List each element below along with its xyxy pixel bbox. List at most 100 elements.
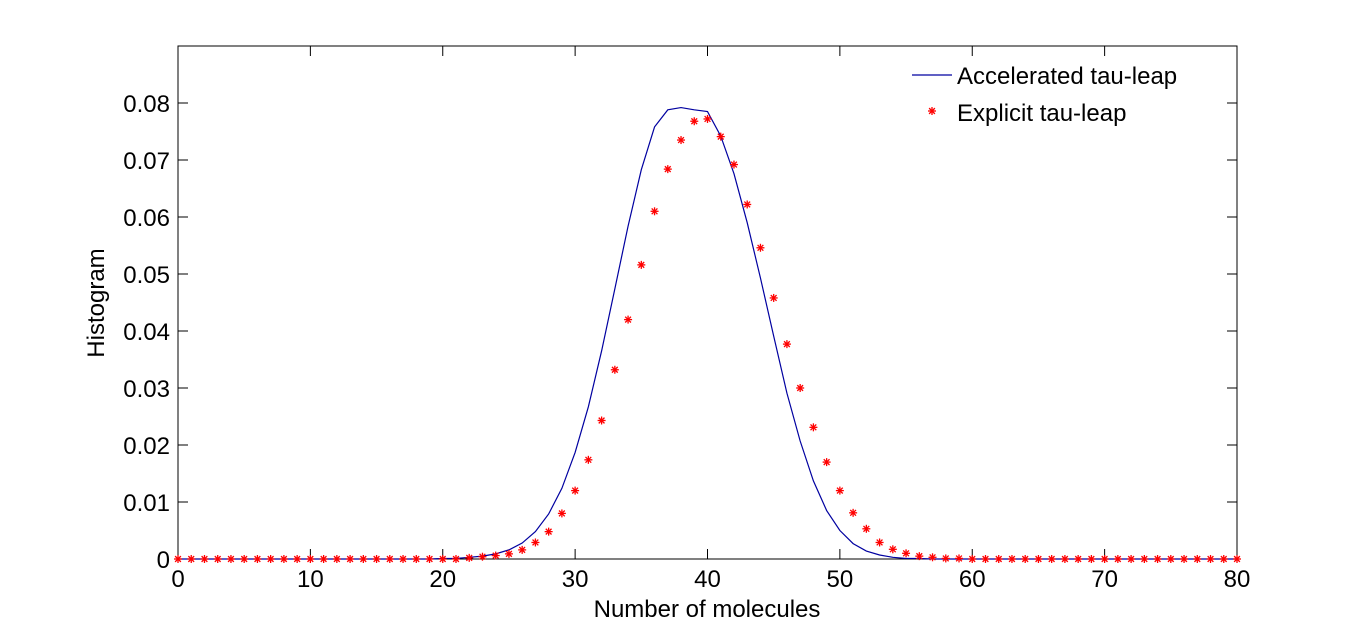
legend-label-explicit: Explicit tau-leap xyxy=(957,100,1126,127)
y-tick-label: 0 xyxy=(157,547,170,574)
data-point-explicit xyxy=(306,555,315,563)
data-point-explicit xyxy=(849,508,858,517)
data-point-explicit xyxy=(822,458,831,467)
data-point-explicit xyxy=(650,207,659,216)
y-axis: 0 0.01 0.02 0.03 0.04 0.05 0.06 0.07 0.08 xyxy=(123,91,1237,574)
data-point-explicit xyxy=(796,384,805,392)
data-point-explicit xyxy=(1113,555,1122,563)
data-point-explicit xyxy=(279,555,288,563)
data-point-explicit xyxy=(491,551,500,560)
data-point-explicit xyxy=(1034,555,1043,563)
data-point-explicit xyxy=(743,200,752,209)
data-point-explicit xyxy=(1166,555,1175,563)
data-point-explicit xyxy=(782,340,791,349)
data-point-explicit xyxy=(346,555,355,563)
x-tick-label: 40 xyxy=(694,566,721,593)
data-point-explicit xyxy=(412,555,421,563)
x-tick-label: 60 xyxy=(959,566,986,593)
x-axis-label: Number of molecules xyxy=(594,596,821,623)
series-line-accelerated xyxy=(178,106,1237,560)
data-point-explicit xyxy=(438,555,447,563)
data-point-explicit xyxy=(213,555,222,563)
data-point-explicit xyxy=(902,549,911,558)
data-point-explicit xyxy=(266,555,275,563)
data-point-explicit xyxy=(571,486,580,495)
data-point-explicit xyxy=(1140,555,1149,563)
data-point-explicit xyxy=(690,117,699,126)
data-point-explicit xyxy=(1206,555,1215,563)
data-point-explicit xyxy=(729,160,738,169)
legend-star-marker xyxy=(928,107,936,115)
plot-area xyxy=(177,45,1238,560)
data-point-explicit xyxy=(1233,555,1241,563)
y-tick-label: 0.02 xyxy=(123,433,170,460)
data-point-explicit xyxy=(1193,555,1202,563)
data-point-explicit xyxy=(557,509,566,518)
data-point-explicit xyxy=(1060,555,1069,563)
data-point-explicit xyxy=(319,555,328,563)
data-point-explicit xyxy=(769,293,778,302)
data-point-explicit xyxy=(888,545,897,554)
x-axis: 0 10 20 30 40 50 60 70 80 xyxy=(171,46,1250,593)
x-tick-label: 50 xyxy=(827,566,854,593)
y-tick-label: 0.06 xyxy=(123,205,170,232)
data-point-explicit xyxy=(504,549,513,558)
data-point-explicit xyxy=(1180,555,1189,563)
data-point-explicit xyxy=(994,555,1003,563)
data-point-explicit xyxy=(584,455,593,464)
data-point-explicit xyxy=(716,132,725,141)
data-point-explicit xyxy=(981,555,990,563)
data-point-explicit xyxy=(1007,555,1016,563)
data-point-explicit xyxy=(465,553,474,562)
data-point-explicit xyxy=(915,552,924,561)
data-point-explicit xyxy=(1219,555,1228,563)
data-point-explicit xyxy=(835,486,844,495)
data-point-explicit xyxy=(425,555,434,563)
data-point-explicit xyxy=(862,524,871,533)
data-point-explicit xyxy=(928,553,937,562)
data-point-explicit xyxy=(941,554,950,563)
data-point-explicit xyxy=(663,165,672,174)
data-point-explicit xyxy=(200,555,209,563)
data-point-explicit xyxy=(756,243,765,252)
legend: Accelerated tau-leap Explicit tau-leap xyxy=(912,63,1177,127)
data-point-explicit xyxy=(1127,555,1136,563)
x-tick-label: 10 xyxy=(297,566,324,593)
x-tick-label: 30 xyxy=(562,566,589,593)
y-tick-label: 0.03 xyxy=(123,376,170,403)
y-tick-label: 0.05 xyxy=(123,262,170,289)
data-point-explicit xyxy=(1153,555,1162,563)
data-point-explicit xyxy=(518,545,527,554)
y-axis-label: Histogram xyxy=(83,248,110,357)
data-point-explicit xyxy=(385,555,394,563)
data-point-explicit xyxy=(677,136,686,145)
data-point-explicit xyxy=(875,538,884,547)
data-point-explicit xyxy=(1087,555,1096,563)
data-point-explicit xyxy=(597,416,606,425)
data-point-explicit xyxy=(451,555,460,563)
data-point-explicit xyxy=(1047,555,1056,563)
data-point-explicit xyxy=(624,315,633,324)
data-point-explicit xyxy=(1074,555,1083,563)
data-point-explicit xyxy=(399,555,408,563)
data-point-explicit xyxy=(1100,555,1109,563)
x-tick-label: 0 xyxy=(171,566,184,593)
x-tick-label: 80 xyxy=(1224,566,1251,593)
data-point-explicit xyxy=(809,423,818,432)
data-point-explicit xyxy=(703,114,712,123)
data-point-explicit xyxy=(1021,555,1030,563)
y-tick-label: 0.01 xyxy=(123,490,170,517)
data-point-explicit xyxy=(240,555,249,563)
y-tick-label: 0.07 xyxy=(123,148,170,175)
data-point-explicit xyxy=(610,365,619,374)
data-point-explicit xyxy=(332,555,341,563)
data-point-explicit xyxy=(372,555,381,563)
x-tick-label: 20 xyxy=(429,566,456,593)
data-point-explicit xyxy=(478,552,487,561)
x-tick-label: 70 xyxy=(1091,566,1118,593)
data-point-explicit xyxy=(253,555,262,563)
data-point-explicit xyxy=(293,555,302,563)
data-point-explicit xyxy=(544,527,553,536)
data-point-explicit xyxy=(187,555,196,563)
